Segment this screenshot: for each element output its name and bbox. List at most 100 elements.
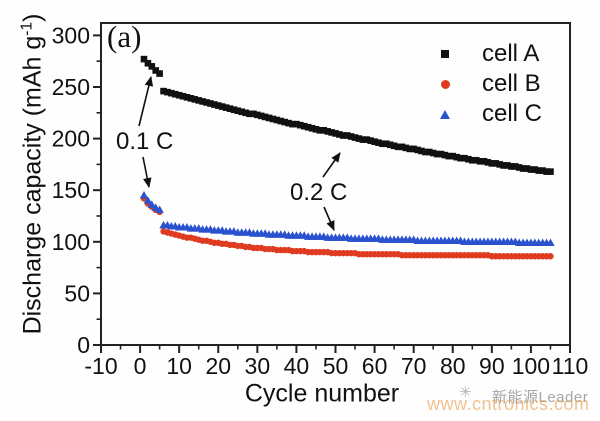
- point-cell A: [531, 166, 539, 173]
- y-tick-label: 300: [52, 22, 90, 48]
- axis-tick-labels: -10 0 10 20 30 40 50 60 70 80 90 100 110050100150200…: [52, 22, 589, 379]
- point-cell A: [218, 103, 226, 110]
- point-cell A: [472, 156, 480, 164]
- point-cell A: [457, 154, 464, 162]
- point-cell A: [230, 106, 238, 113]
- point-cell A: [394, 143, 402, 151]
- point-cell A: [492, 160, 500, 167]
- point-cell A: [261, 113, 269, 121]
- point-cell A: [355, 135, 363, 142]
- point-cell A: [140, 55, 148, 63]
- point-cell A: [504, 162, 511, 169]
- point-cell A: [390, 142, 398, 150]
- point-cell A: [500, 162, 507, 169]
- point-cell A: [187, 95, 195, 102]
- point-cell A: [445, 152, 453, 160]
- point-cell A: [183, 94, 191, 101]
- point-cell A: [379, 140, 386, 148]
- point-cell A: [265, 114, 273, 122]
- x-tick-label: 100: [512, 353, 550, 379]
- point-cell A: [238, 108, 245, 116]
- y-tick-label: 200: [52, 126, 90, 152]
- point-cell A: [461, 154, 468, 162]
- point-cell A: [410, 145, 417, 153]
- point-cell A: [383, 140, 390, 148]
- point-cell A: [343, 132, 351, 139]
- point-cell A: [449, 152, 457, 160]
- point-cell A: [195, 97, 203, 104]
- legend-item-cell-b: cell B: [434, 69, 542, 99]
- point-cell A: [543, 168, 550, 175]
- point-cell A: [508, 163, 515, 170]
- point-cell C: [139, 191, 149, 199]
- point-cell A: [406, 145, 414, 153]
- point-cell A: [476, 157, 484, 165]
- y-tick-label: 150: [52, 177, 90, 203]
- point-cell C: [147, 200, 157, 208]
- annotation-rate-0.1C: 0.1 C: [116, 128, 174, 155]
- point-cell A: [214, 102, 222, 109]
- y-tick-label: 100: [52, 229, 90, 255]
- point-cell B: [547, 253, 554, 260]
- y-tick-label: 250: [52, 74, 90, 100]
- point-cell A: [304, 123, 312, 131]
- point-cell C: [143, 196, 153, 204]
- arrow-0.2C-to-cellC: [323, 206, 335, 231]
- point-cell A: [191, 96, 199, 103]
- point-cell A: [347, 133, 355, 140]
- point-cell A: [437, 150, 445, 158]
- point-cell A: [199, 98, 206, 105]
- legend-item-cell-a: cell A: [434, 39, 542, 69]
- plot-frame: [100, 22, 571, 346]
- y-axis-title-superscript: -1: [18, 21, 36, 36]
- y-tick-label: 50: [64, 280, 90, 306]
- point-cell A: [144, 59, 152, 67]
- point-cell A: [402, 144, 410, 152]
- point-cell A: [453, 153, 460, 161]
- point-cell A: [535, 167, 543, 174]
- point-cell A: [160, 87, 167, 95]
- legend-label-cell-a: cell A: [482, 40, 540, 67]
- point-cell A: [320, 127, 328, 134]
- x-tick-label: 40: [284, 353, 310, 379]
- arrow-0.2C-to-cellA: [322, 152, 341, 178]
- point-cell A: [269, 115, 277, 123]
- y-axis-title-close: ): [18, 13, 47, 22]
- point-cell A: [273, 116, 281, 124]
- x-tick-label: 80: [440, 353, 466, 379]
- point-cell A: [519, 165, 527, 172]
- x-tick-label: 10: [166, 353, 192, 379]
- point-cell A: [246, 110, 253, 118]
- point-cell A: [465, 155, 472, 163]
- arrow-0.1C-to-cellBC: [142, 156, 152, 188]
- point-cell A: [511, 163, 519, 170]
- point-cell A: [539, 167, 546, 174]
- point-cell A: [468, 156, 476, 164]
- point-cell A: [254, 111, 261, 119]
- point-cell A: [414, 146, 421, 154]
- x-axis-title: Cycle number: [244, 379, 400, 408]
- point-cell A: [484, 159, 492, 166]
- point-cell A: [300, 122, 308, 130]
- point-cell A: [367, 137, 374, 144]
- point-cell A: [340, 132, 347, 139]
- legend-item-cell-c: cell C: [434, 99, 542, 129]
- point-cell A: [422, 148, 429, 156]
- point-cell A: [480, 157, 488, 165]
- point-cell A: [285, 119, 292, 127]
- point-cell A: [324, 128, 331, 135]
- point-cell A: [351, 134, 359, 141]
- x-tick-label: 20: [205, 353, 231, 379]
- panel-label: (a): [107, 19, 142, 54]
- point-cell A: [336, 131, 343, 138]
- point-cell A: [234, 107, 242, 115]
- point-cell A: [308, 124, 316, 132]
- point-cell A: [289, 120, 296, 128]
- x-tick-label: 50: [323, 353, 349, 379]
- x-tick-label: -10: [84, 353, 117, 379]
- point-cell A: [293, 120, 300, 128]
- cell-a-square-icon: [434, 50, 456, 58]
- point-cell A: [277, 117, 285, 125]
- axis-ticks: [93, 34, 571, 353]
